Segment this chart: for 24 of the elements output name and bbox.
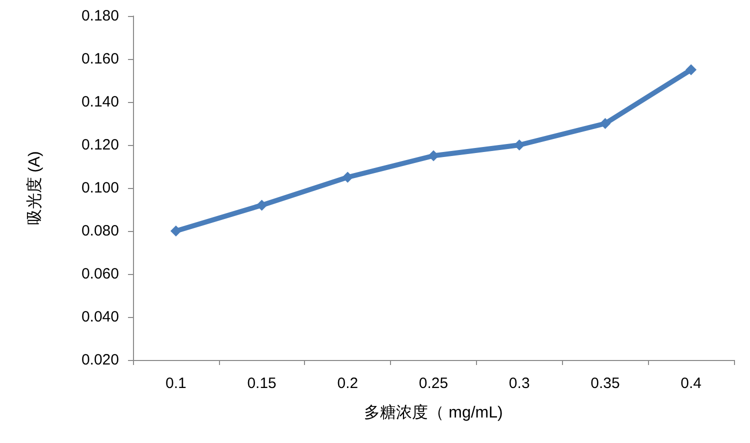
- x-tick-label: 0.3: [508, 375, 530, 392]
- y-tick-label: 0.040: [81, 308, 119, 326]
- y-tick-label: 0.120: [81, 136, 119, 154]
- y-tick-label: 0.080: [81, 222, 119, 240]
- y-tick-label: 0.180: [81, 8, 119, 24]
- y-tick-label: 0.060: [81, 266, 119, 282]
- x-axis-title: 多糖浓度（ mg/mL): [364, 404, 503, 422]
- point: [342, 172, 354, 183]
- x-tick-label: 0.15: [247, 375, 276, 392]
- x-tick-label: 0.35: [590, 375, 620, 392]
- point: [428, 150, 439, 162]
- y-tick-label: 0.100: [81, 180, 119, 196]
- y-tick-label: 0.140: [81, 94, 119, 110]
- y-tick-label: 0.020: [81, 352, 119, 368]
- point: [600, 118, 611, 129]
- x-tick-label: 0.4: [680, 375, 702, 392]
- point: [256, 200, 268, 211]
- y-axis-title: 吸光度 (A): [26, 151, 44, 225]
- point: [686, 64, 697, 76]
- x-tick-label: 0.2: [337, 375, 358, 392]
- x-tick-label: 0.25: [418, 375, 448, 392]
- y-tick-label: 0.160: [81, 50, 119, 68]
- point: [170, 226, 182, 236]
- x-tick-label: 0.1: [166, 375, 186, 392]
